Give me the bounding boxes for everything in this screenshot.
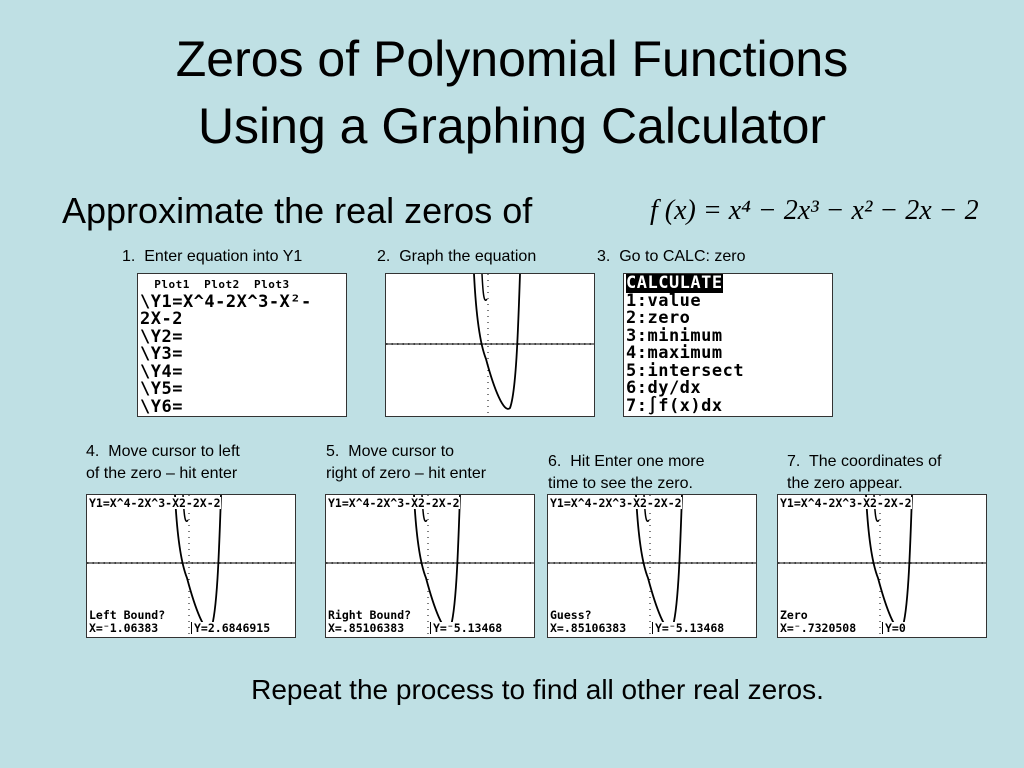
caption-line: 7. The coordinates of — [787, 453, 942, 470]
screen-y: Y=0 — [882, 622, 906, 634]
screen-line-text: \Y5= — [140, 379, 183, 399]
screen-line-text: \Y4= — [140, 361, 183, 382]
calculator-screen: Plot1 Plot2 Plot3 \Y1=X^4-2X^3-X²- 2X-2 \Y2… — [137, 273, 347, 417]
screen-line: 6:dy/dx — [626, 378, 744, 398]
step-caption: 4. Move cursor to left of the zero – hit … — [86, 441, 240, 485]
screen-line-text: 3:minimum — [626, 325, 723, 346]
screen-line-text: 4:maximum — [626, 343, 723, 363]
screen-line: \Y2= — [140, 326, 312, 347]
caption-line: 4. Move cursor to left — [86, 443, 240, 460]
screen-line: 4:maximum — [626, 343, 744, 363]
screen-prompt: Left Bound? — [89, 608, 166, 622]
graph — [778, 495, 986, 637]
screen-line-text: 5:intersect — [626, 360, 745, 381]
caption-line: 2. Graph the equation — [377, 248, 537, 265]
step-caption: 3. Go to CALC: zero — [597, 246, 746, 268]
step-caption: 2. Graph the equation — [377, 246, 536, 268]
curve — [481, 274, 488, 301]
screen-equation: Y1=X^4-2X^3-X2-2X-2 — [89, 496, 221, 510]
screen-y: Y=⁻5.13468 — [430, 622, 503, 634]
calculator-screen: Y1=X^4-2X^3-X2-2X-2 Right Bound? X=.851063… — [325, 494, 535, 638]
calculator-screen: Y1=X^4-2X^3-X2-2X-2 Zero X=⁻.7320508 Y=0 — [777, 494, 987, 638]
screen-line: 1:value — [626, 290, 744, 311]
screen-x: X=⁻1.06383 — [89, 621, 159, 635]
screen-line-text: \Y3= — [140, 344, 183, 364]
curve — [473, 274, 521, 410]
screen-x: X=.85106383 — [550, 621, 627, 635]
screen-line-text: 7:∫f(x)dx — [626, 395, 723, 416]
screen-prompt: Zero — [780, 608, 808, 622]
screen-line: \Y1=X^4-2X^3-X²- — [140, 291, 312, 312]
screen-line-text: \Y2= — [140, 326, 183, 347]
caption-line: 5. Move cursor to — [326, 443, 455, 460]
screen-equation: Y1=X^4-2X^3-X2-2X-2 — [550, 496, 682, 510]
screen-line: 2:zero — [626, 308, 744, 328]
screen-line-text: Plot1 Plot2 Plot3 — [140, 278, 290, 291]
screen-line: 2X-2 — [140, 309, 312, 329]
step-caption: 6. Hit Enter one more time to see the zer… — [548, 451, 705, 495]
screen-line: 3:minimum — [626, 325, 744, 346]
screen-equation: Y1=X^4-2X^3-X2-2X-2 — [328, 496, 460, 510]
caption-line: of the zero – hit enter — [86, 465, 238, 482]
screen-text: Plot1 Plot2 Plot3 \Y1=X^4-2X^3-X²- 2X-2 \Y2… — [138, 275, 312, 416]
subtitle: Approximate the real zeros of — [62, 190, 533, 231]
screen-line: CALCULATE — [626, 273, 744, 293]
caption-line: right of zero – hit enter — [326, 465, 487, 482]
calculator-screen: CALCULATE 1:value 2:zero 3:minimum 4:maximum… — [623, 273, 833, 417]
screen-line-text: 6:dy/dx — [626, 378, 702, 398]
screen-line-text: 2X-2 — [140, 309, 183, 329]
screen-line: \Y4= — [140, 361, 312, 382]
step-caption: 5. Move cursor to right of zero – hit ent… — [326, 441, 486, 485]
calculator-screen: Y1=X^4-2X^3-X2-2X-2 Guess? X=.85106383 Y=⁻5… — [547, 494, 757, 638]
calculator-screen: Y1=X^4-2X^3-X2-2X-2 Left Bound? X=⁻1.06383… — [86, 494, 296, 638]
step-caption: 7. The coordinates of the zero appear. — [787, 451, 941, 495]
screen-x: X=⁻.7320508 — [780, 621, 857, 635]
screen-line: Plot1 Plot2 Plot3 — [140, 275, 312, 294]
screen-equation: Y1=X^4-2X^3-X2-2X-2 — [780, 496, 912, 510]
screen-prompt: Guess? — [550, 608, 592, 622]
graph — [386, 274, 594, 416]
title-line: Zeros of Polynomial Functions — [175, 31, 849, 87]
formula: f (x) = x⁴ − 2x³ − x² − 2x − 2 — [650, 195, 979, 226]
screen-prompt: Right Bound? — [328, 608, 412, 622]
screen-line-text: \Y1=X^4-2X^3-X²- — [140, 291, 312, 312]
screen-y: Y=2.6846915 — [191, 622, 271, 634]
screen-line-text: CALCULATE — [626, 273, 723, 293]
screen-line: \Y5= — [140, 379, 312, 399]
caption-line: 1. Enter equation into Y1 — [122, 248, 303, 265]
step-caption: 1. Enter equation into Y1 — [122, 246, 302, 268]
caption-line: the zero appear. — [787, 475, 903, 492]
calculator-screen — [385, 273, 595, 417]
title-line: Using a Graphing Calculator — [197, 98, 827, 154]
screen-line: \Y6= — [140, 396, 312, 417]
screen-line-text: \Y6= — [140, 396, 183, 417]
screen-line-text: 1:value — [626, 290, 702, 311]
caption-line: 6. Hit Enter one more — [548, 453, 705, 470]
screen-y: Y=⁻5.13468 — [652, 622, 725, 634]
caption-line: 3. Go to CALC: zero — [597, 248, 746, 265]
caption-line: time to see the zero. — [548, 475, 693, 492]
screen-line: 7:∫f(x)dx — [626, 395, 744, 416]
screen-line: \Y3= — [140, 344, 312, 364]
screen-text: CALCULATE 1:value 2:zero 3:minimum 4:maximum… — [624, 273, 745, 416]
screen-x: X=.85106383 — [328, 621, 405, 635]
footer: Repeat the process to find all other rea… — [251, 674, 824, 705]
screen-line: 5:intersect — [626, 360, 745, 381]
screen-line-text: 2:zero — [626, 308, 691, 328]
